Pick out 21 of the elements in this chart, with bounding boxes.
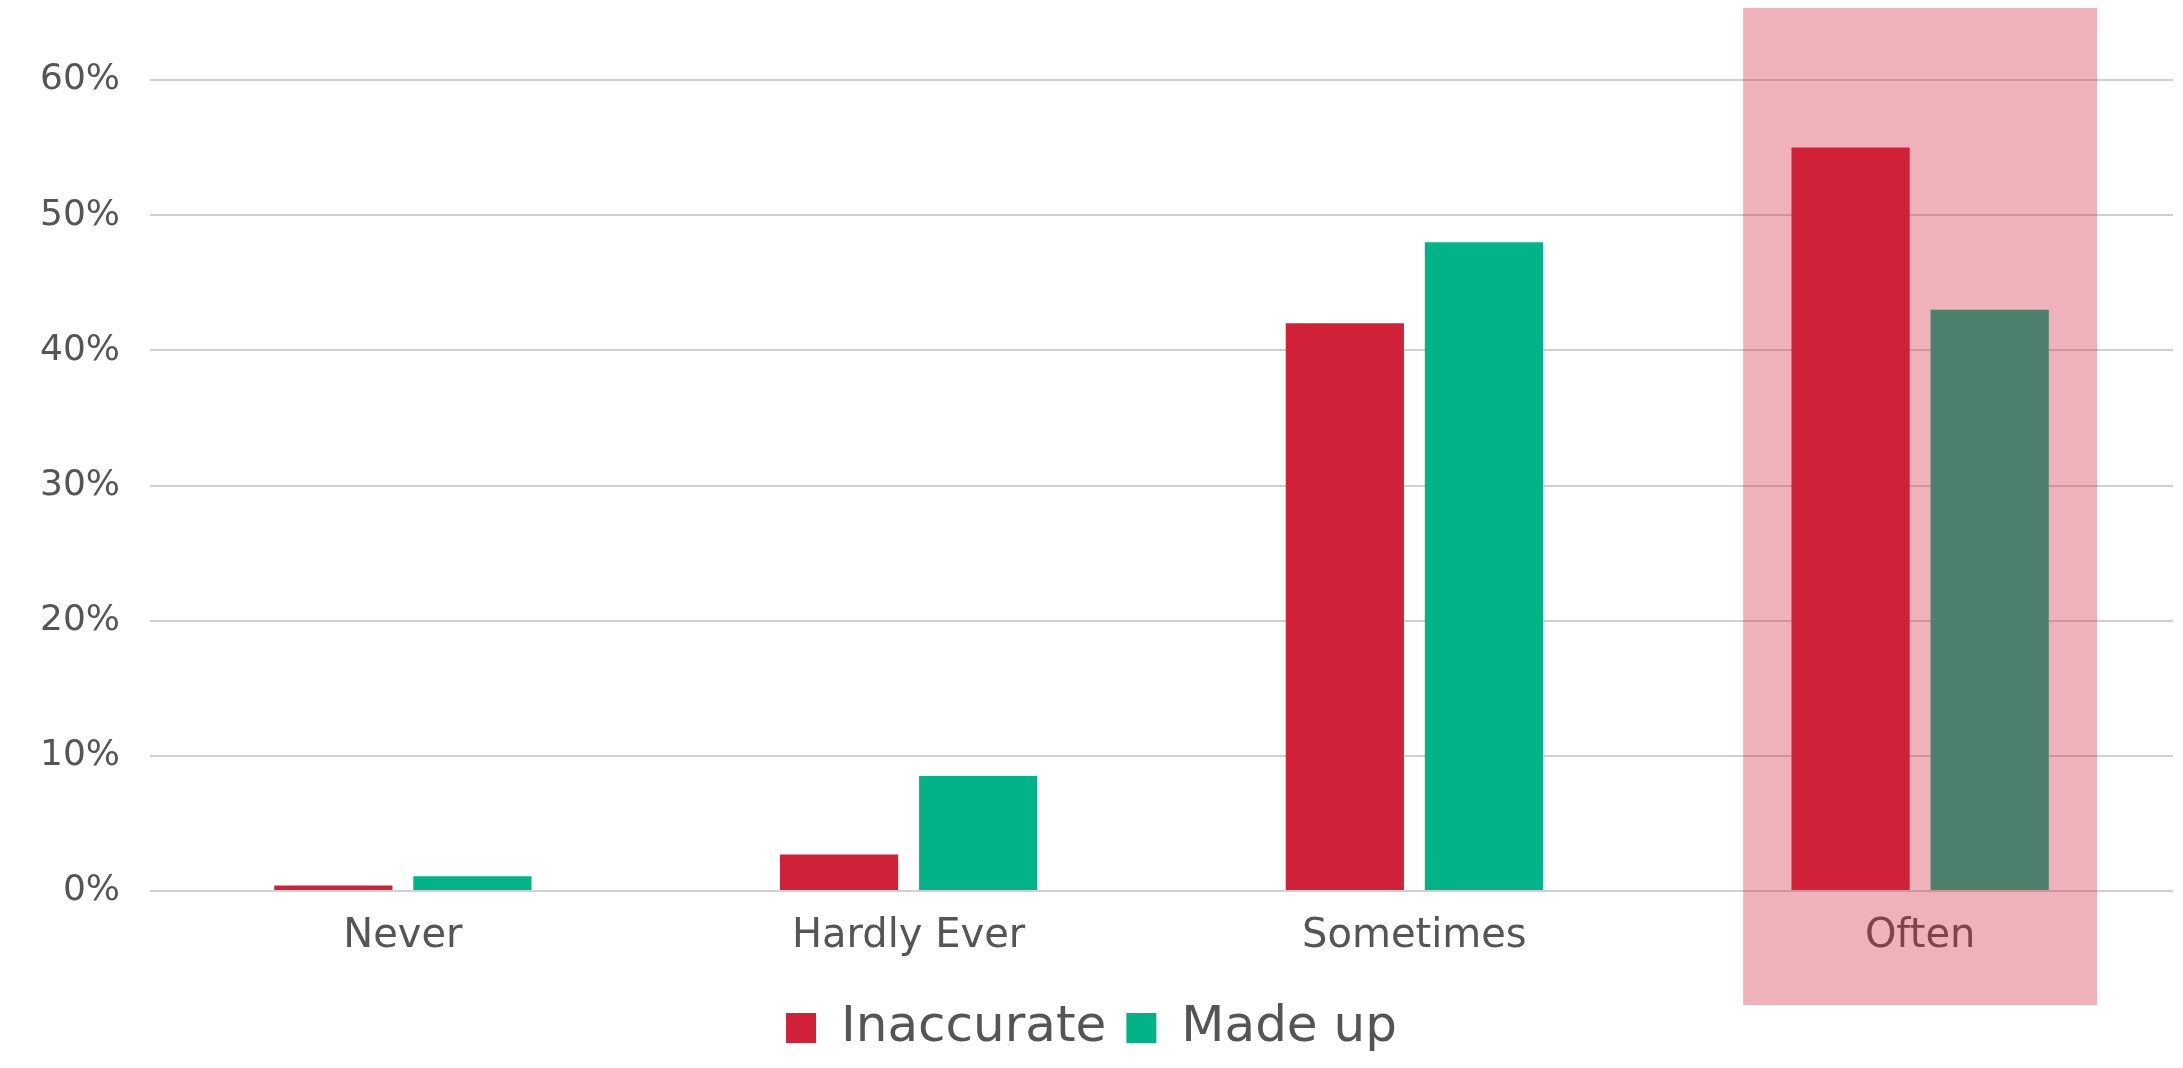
y-tick-label: 20% (40, 597, 121, 639)
x-tick-label: Never (343, 910, 464, 957)
x-tick-label: Hardly Ever (792, 910, 1026, 957)
bar (919, 776, 1038, 890)
x-tick-label: Often (1864, 910, 1976, 957)
y-tick-label: 0% (62, 867, 121, 909)
bar (1285, 323, 1404, 890)
bar (1424, 242, 1544, 890)
bar (779, 854, 899, 890)
bar (1930, 309, 2049, 890)
y-tick-label: 10% (40, 732, 121, 774)
x-tick-label: Sometimes (1302, 910, 1527, 957)
legend-label: Made up (1181, 994, 1397, 1053)
y-tick-label: 60% (40, 56, 121, 98)
y-tick-label: 40% (40, 326, 121, 368)
y-tick-label: 50% (40, 191, 121, 233)
y-tick-label: 30% (40, 461, 121, 503)
bar (1791, 147, 1910, 890)
bar (413, 876, 532, 890)
legend-label: Inaccurate (841, 994, 1107, 1053)
bar (274, 885, 393, 890)
